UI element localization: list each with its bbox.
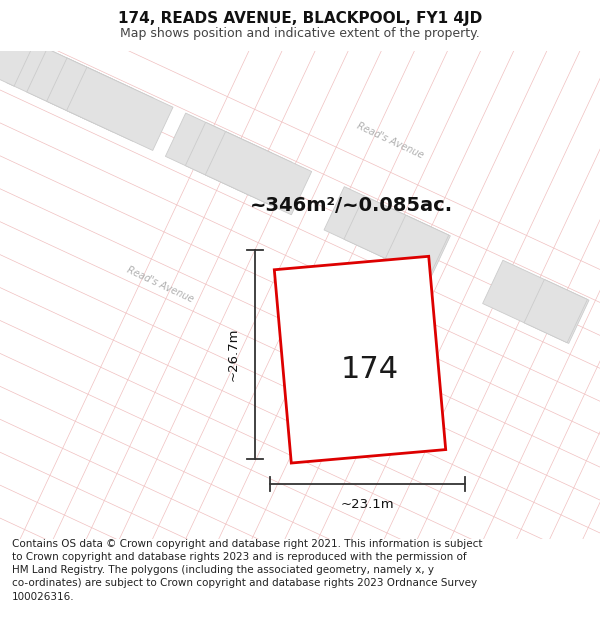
Polygon shape xyxy=(482,260,589,344)
Text: 174, READS AVENUE, BLACKPOOL, FY1 4JD: 174, READS AVENUE, BLACKPOOL, FY1 4JD xyxy=(118,11,482,26)
Text: ~346m²/~0.085ac.: ~346m²/~0.085ac. xyxy=(250,196,453,215)
Text: ~23.1m: ~23.1m xyxy=(341,498,394,511)
Text: ~26.7m: ~26.7m xyxy=(227,328,240,381)
Polygon shape xyxy=(67,68,173,151)
Polygon shape xyxy=(166,113,272,196)
Polygon shape xyxy=(0,3,34,86)
Text: Contains OS data © Crown copyright and database right 2021. This information is : Contains OS data © Crown copyright and d… xyxy=(12,539,482,601)
Polygon shape xyxy=(385,215,449,278)
Text: Map shows position and indicative extent of the property.: Map shows position and indicative extent… xyxy=(120,27,480,40)
Polygon shape xyxy=(274,256,446,463)
Polygon shape xyxy=(344,196,451,279)
Polygon shape xyxy=(7,39,113,122)
Polygon shape xyxy=(0,0,14,77)
Polygon shape xyxy=(27,49,133,132)
Text: Read's Avenue: Read's Avenue xyxy=(125,265,195,305)
Polygon shape xyxy=(185,122,292,206)
Polygon shape xyxy=(47,58,153,141)
Polygon shape xyxy=(524,279,587,342)
Polygon shape xyxy=(205,132,311,215)
Text: Read's Avenue: Read's Avenue xyxy=(355,121,425,161)
Text: 174: 174 xyxy=(341,355,399,384)
Polygon shape xyxy=(324,187,430,270)
